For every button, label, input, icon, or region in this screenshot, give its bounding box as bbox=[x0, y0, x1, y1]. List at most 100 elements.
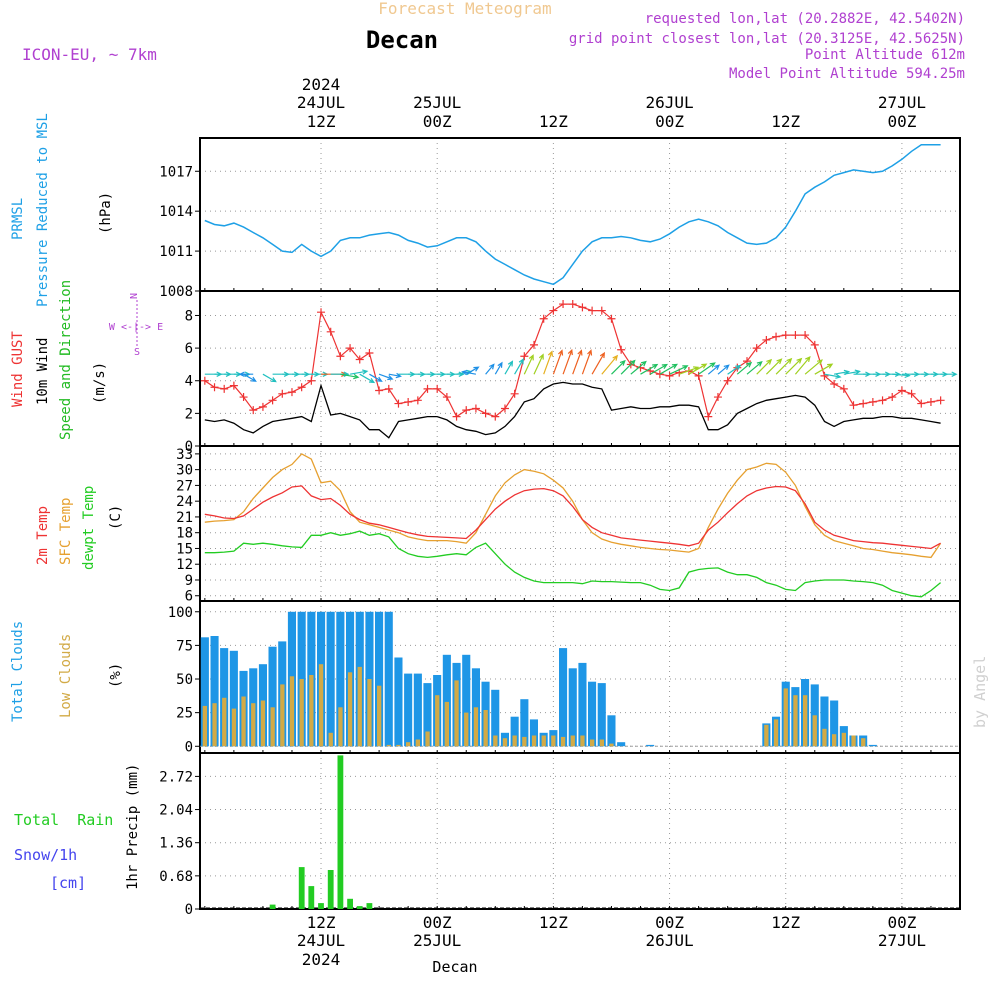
bottom-time-label: 27JUL bbox=[878, 931, 926, 950]
gust-marker bbox=[326, 327, 335, 336]
bottom-time-label: 2024 bbox=[302, 950, 341, 969]
ytick-label: 0 bbox=[185, 439, 193, 455]
ytick-label: 2.04 bbox=[159, 803, 193, 819]
wind-arrow bbox=[461, 369, 477, 376]
gust-marker bbox=[665, 371, 674, 380]
gust-marker bbox=[772, 332, 781, 341]
low-cloud-bar bbox=[580, 735, 585, 747]
wind-arrow bbox=[649, 363, 669, 375]
gust-marker bbox=[500, 404, 509, 413]
wind-arrow bbox=[572, 349, 583, 375]
gust-marker bbox=[336, 352, 345, 361]
low-cloud-bar bbox=[483, 710, 488, 747]
watermark: by Angel bbox=[971, 656, 989, 728]
ytick-label: 4 bbox=[185, 374, 193, 390]
wind-arrow bbox=[727, 364, 742, 375]
panel-frame bbox=[199, 752, 961, 910]
temp-unit: (C) bbox=[108, 505, 124, 530]
total-cloud-bar bbox=[588, 681, 597, 747]
ytick-label: 1011 bbox=[159, 244, 193, 260]
wind-arrow bbox=[746, 361, 763, 375]
gust-marker bbox=[655, 370, 664, 379]
total-cloud-bar bbox=[597, 683, 606, 747]
gust-marker bbox=[375, 386, 384, 395]
gust-marker bbox=[510, 389, 519, 398]
total-cloud-bar bbox=[491, 689, 500, 747]
wind-arrow bbox=[378, 373, 394, 381]
low-cloud-bar bbox=[841, 732, 846, 747]
gust-marker bbox=[791, 331, 800, 340]
gust-marker bbox=[897, 386, 906, 395]
compass-north: N bbox=[129, 293, 140, 299]
low-cloud-bar bbox=[435, 695, 440, 747]
point-altitude: Point Altitude 612m bbox=[805, 47, 965, 63]
ytick-label: 1014 bbox=[159, 204, 193, 220]
low-cloud-bar bbox=[793, 695, 798, 747]
low-cloud-bar bbox=[367, 679, 372, 747]
low-cloud-bar bbox=[783, 688, 788, 747]
ytick-label: 27 bbox=[176, 478, 193, 494]
wind-arrow bbox=[543, 350, 553, 375]
gridpoint-coords: grid point closest lon,lat (20.3125E, 42… bbox=[569, 31, 965, 47]
low-cloud-bar bbox=[551, 735, 556, 747]
total-cloud-bar bbox=[220, 648, 229, 747]
gust-marker bbox=[713, 393, 722, 402]
gust-marker bbox=[781, 331, 790, 340]
gust-marker bbox=[907, 389, 916, 398]
ytick-label: 6 bbox=[185, 341, 193, 357]
rain-bar bbox=[327, 870, 334, 909]
plot-area: 1008101110141017024686912151821242730330… bbox=[159, 75, 961, 969]
ytick-label: 9 bbox=[185, 573, 193, 589]
total-cloud-bar bbox=[268, 646, 277, 747]
total-cloud-bar bbox=[520, 699, 529, 747]
precip-unit: 1hr Precip (mm) bbox=[125, 764, 141, 890]
bottom-time-label: 00Z bbox=[655, 913, 684, 932]
total-cloud-bar bbox=[868, 744, 877, 747]
precip-title-rain: Total Rain bbox=[14, 811, 113, 829]
precip-title-snow: Snow/1h bbox=[14, 846, 77, 864]
wind-title-speed: Speed and Direction bbox=[58, 280, 74, 440]
wind-arrow bbox=[562, 348, 573, 375]
wind-arrow bbox=[698, 362, 716, 375]
gust-marker bbox=[433, 384, 442, 393]
low-cloud-bar bbox=[415, 739, 420, 747]
gust-marker bbox=[820, 371, 829, 380]
gust-marker bbox=[307, 376, 316, 385]
ytick-label: 2 bbox=[185, 406, 193, 422]
compass-we: W <-|-> E bbox=[109, 322, 163, 333]
bottom-time-label: 12Z bbox=[539, 913, 568, 932]
total-cloud-bar bbox=[375, 611, 384, 747]
total-cloud-bar bbox=[384, 611, 393, 747]
wind-arrow bbox=[669, 365, 689, 375]
total-cloud-bar bbox=[210, 636, 219, 747]
gust-marker bbox=[723, 376, 732, 385]
gust-marker bbox=[278, 389, 287, 398]
total-cloud-bar bbox=[442, 654, 451, 747]
rain-bar bbox=[298, 867, 305, 909]
low-cloud-bar bbox=[231, 708, 237, 747]
ytick-label: 8 bbox=[185, 308, 193, 324]
wind-arrow bbox=[843, 369, 861, 375]
wind-arrow bbox=[349, 369, 369, 375]
pressure-title-1: PRMSL bbox=[10, 198, 26, 240]
low-cloud-bar bbox=[861, 738, 866, 747]
wind-arrow bbox=[940, 371, 958, 377]
wind-arrow bbox=[601, 354, 619, 375]
gust-marker bbox=[220, 384, 229, 393]
gust-marker bbox=[394, 399, 403, 408]
cloud-unit: (%) bbox=[108, 663, 124, 688]
pressure-line bbox=[204, 143, 941, 286]
gust-marker bbox=[859, 399, 868, 408]
wind-arrow bbox=[494, 361, 503, 375]
gust-marker bbox=[839, 384, 848, 393]
low-cloud-bar bbox=[590, 739, 595, 747]
low-cloud-bar bbox=[464, 712, 469, 747]
wind-arrow bbox=[359, 373, 376, 384]
wind-arrow bbox=[262, 373, 277, 383]
total-cloud-bar bbox=[413, 673, 422, 747]
top-time-label: 12Z bbox=[539, 112, 568, 131]
gust-marker bbox=[926, 397, 935, 406]
wind-arrow bbox=[688, 363, 708, 375]
ytick-label: 24 bbox=[176, 494, 193, 510]
wind-arrow bbox=[756, 358, 773, 375]
